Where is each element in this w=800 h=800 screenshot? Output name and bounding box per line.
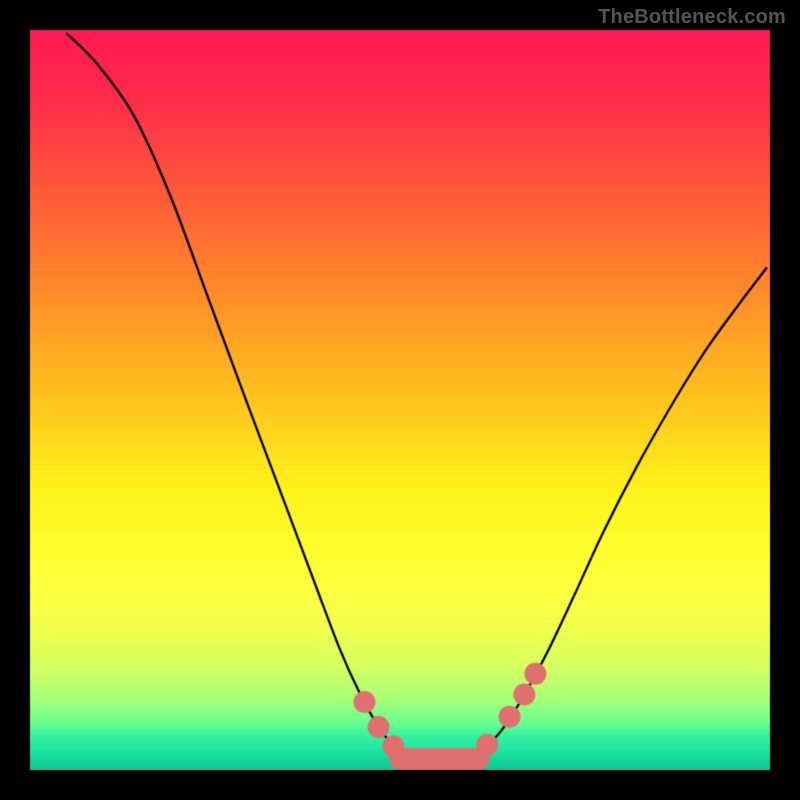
chart-stage: TheBottleneck.com <box>0 0 800 800</box>
bottleneck-chart-canvas <box>0 0 800 800</box>
